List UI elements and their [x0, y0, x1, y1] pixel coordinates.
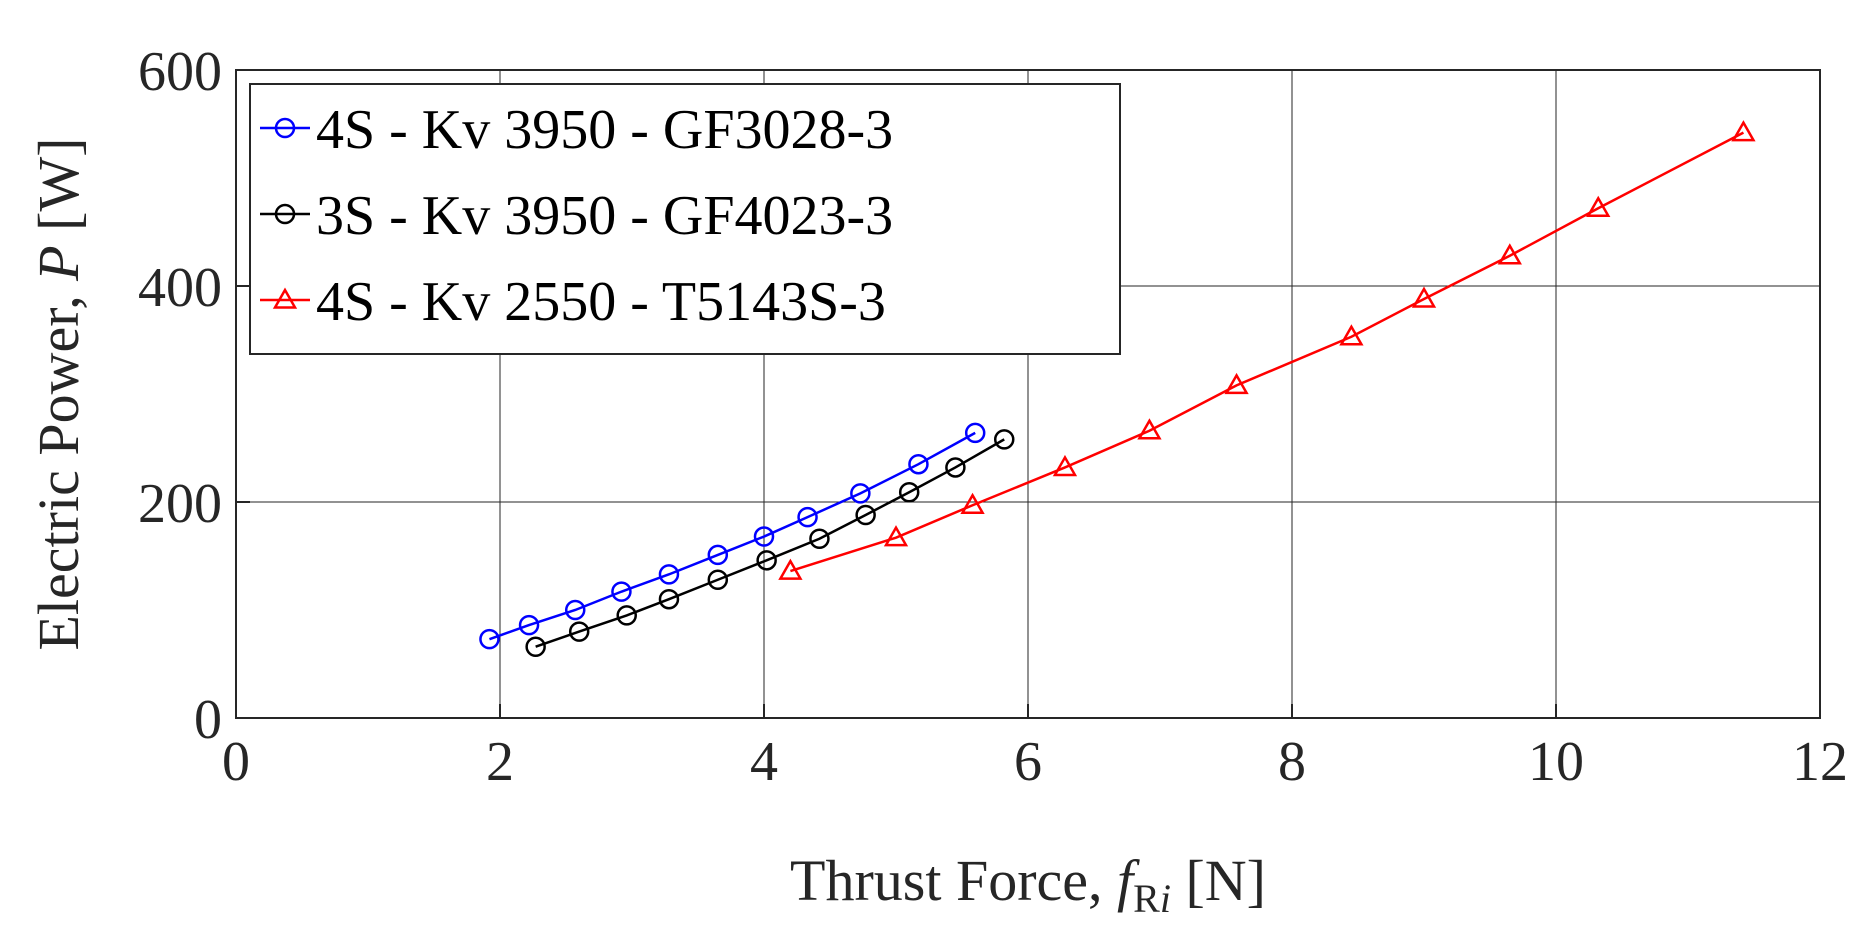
x-axis-label-subscript: R: [1133, 876, 1160, 921]
data-point: [568, 621, 590, 642]
data-point: [1339, 324, 1364, 346]
y-tick-label: 600: [138, 41, 222, 103]
y-axis-label-main: Electric Power,: [26, 295, 91, 650]
data-point: [797, 506, 818, 528]
x-axis-label-unit: [N]: [1185, 848, 1266, 913]
data-point: [707, 569, 729, 591]
y-axis-label: Electric Power, P [W]: [26, 137, 91, 650]
y-axis-label-unit: [W]: [26, 137, 91, 230]
legend-marker: [274, 117, 296, 139]
legend-label: 3S - Kv 3950 - GF4023-3: [316, 185, 893, 247]
data-point: [658, 564, 680, 585]
y-axis-label-variable: P: [26, 245, 91, 281]
data-point: [564, 599, 586, 621]
legend-entry-1: 4S - Kv 3950 - GF3028-3: [260, 99, 893, 161]
data-point: [898, 482, 920, 503]
x-tick-label: 6: [1014, 731, 1042, 793]
data-point: [707, 544, 729, 566]
data-point: [1497, 243, 1522, 265]
legend-entry-3: 4S - Kv 2550 - T5143S-3: [260, 271, 886, 333]
data-point: [964, 422, 986, 444]
x-tick-label: 2: [486, 731, 514, 793]
data-point: [855, 504, 876, 526]
data-point: [753, 526, 775, 547]
x-axis-label: Thrust Force, fRi [N]: [790, 848, 1266, 925]
series-layer: [479, 120, 1756, 657]
data-point: [960, 492, 985, 514]
data-point: [525, 636, 546, 657]
series-2: [525, 429, 1015, 657]
legend-marker: [272, 287, 298, 309]
data-point: [611, 581, 632, 602]
data-point: [809, 528, 830, 549]
data-point: [1411, 286, 1437, 308]
y-tick-label: 0: [194, 689, 222, 751]
data-point: [1586, 195, 1611, 217]
x-tick-label: 10: [1528, 731, 1584, 793]
series-1: [479, 422, 986, 650]
x-axis-label-main: Thrust Force,: [790, 848, 1103, 913]
data-point: [993, 429, 1015, 450]
data-point: [616, 605, 637, 626]
data-point: [479, 628, 500, 650]
x-tick-label: 4: [750, 731, 778, 793]
series-line: [790, 131, 1745, 573]
x-tick-label: 0: [222, 731, 250, 793]
data-point: [1224, 372, 1249, 395]
data-point: [945, 457, 966, 478]
legend-entry-2: 3S - Kv 3950 - GF4023-3: [260, 185, 893, 247]
data-point: [518, 614, 540, 636]
legend-label: 4S - Kv 3950 - GF3028-3: [316, 99, 893, 161]
series-3: [778, 120, 1756, 580]
legend-box: [249, 83, 1121, 355]
data-point: [1052, 454, 1078, 477]
data-point: [1137, 418, 1162, 440]
x-tick-label: 12: [1792, 731, 1848, 793]
data-point: [756, 550, 777, 571]
legend-label: 4S - Kv 2550 - T5143S-3: [316, 271, 886, 333]
data-point: [850, 483, 871, 504]
legend: 4S - Kv 3950 - GF3028-3 3S - Kv 3950 - GF…: [249, 83, 1121, 355]
data-point: [1731, 120, 1756, 142]
y-tick-label: 200: [138, 473, 222, 535]
series-line: [489, 431, 976, 641]
tick-labels: 0 2 4 6 8 10 12 0 200 400 600: [138, 41, 1848, 793]
x-tick-label: 8: [1278, 731, 1306, 793]
series-line: [535, 438, 1005, 648]
data-point: [778, 558, 803, 580]
x-axis-label-subscript-italic: i: [1160, 876, 1171, 921]
legend-marker: [274, 203, 296, 225]
data-point: [908, 453, 929, 475]
y-tick-label: 400: [138, 257, 222, 319]
data-point: [883, 525, 909, 547]
data-point: [658, 588, 680, 610]
